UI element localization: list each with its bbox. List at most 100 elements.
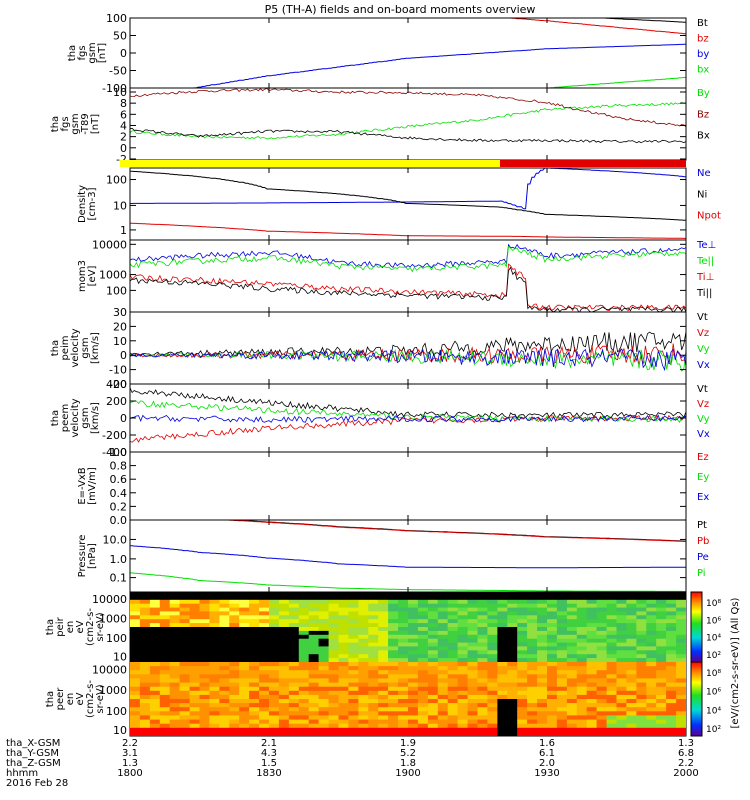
ytick-p7: 0.6 (110, 473, 128, 486)
frame-p4 (129, 239, 687, 313)
ylabel-p10: peer (55, 687, 66, 711)
ephem-value: 2000 (673, 768, 698, 779)
state-bar-red (500, 160, 686, 167)
ylabel-p10: sr-eV) (95, 684, 106, 713)
legend-p4-2: Ti⊥ (696, 272, 714, 283)
ylabel-p9: (cm2-s- (85, 608, 96, 646)
series-p2-0 (130, 101, 686, 140)
ytick-p2: 8 (120, 97, 127, 110)
legend-p1-1: bz (697, 34, 709, 45)
legend-p8-0: Pt (697, 520, 707, 531)
ytick-p2: 0 (120, 142, 127, 155)
legend-p4-0: Te⊥ (696, 240, 716, 251)
ytick-p5: 30 (113, 306, 127, 319)
ylabel-p9: en (65, 621, 76, 634)
legend-p1-0: Bt (697, 18, 708, 29)
series-p4-1 (130, 245, 686, 273)
ylabel-p10: tha (45, 691, 56, 707)
ylabel-p3: Density (77, 185, 88, 223)
ytick-p9: 1000 (99, 613, 127, 626)
ephem-value: 1800 (117, 768, 142, 779)
legend-p6-1: Vz (697, 399, 709, 410)
ylabel-p6: tha (50, 410, 61, 426)
ylabel-p6: peem (60, 404, 71, 432)
legend-p4-1: Te|| (696, 256, 714, 267)
ytick-p7: 0.0 (110, 514, 128, 527)
ytick-p6: -400 (102, 446, 127, 459)
colorbar-tick: 10⁶ (706, 688, 721, 698)
ytick-p7: 0.2 (110, 500, 128, 513)
ephem-label-4: 2016 Feb 28 (6, 778, 68, 789)
ytick-p1: 0 (120, 47, 127, 60)
legend-p2-2: Bx (697, 131, 710, 142)
series-p2-1 (130, 88, 686, 128)
legend-p3-0: Ne (697, 168, 711, 179)
legend-p3-2: Npot (697, 211, 721, 222)
series-p3-1 (130, 170, 686, 221)
series-p4-3 (130, 266, 686, 312)
ytick-p7: 0.8 (110, 460, 128, 473)
ylabel-p1: [nT] (97, 43, 108, 63)
legend-p7-0: Ez (697, 452, 709, 463)
ylabel-p2: fgs (60, 116, 71, 131)
ylabel-p5: tha (50, 340, 61, 356)
colorbar-1 (690, 661, 703, 737)
series-p5-3 (130, 348, 686, 372)
legend-p6-0: Vt (697, 384, 708, 395)
series-p8-2 (130, 545, 686, 569)
frame-p5 (129, 311, 687, 385)
ytick-p3: 100 (106, 174, 127, 187)
ylabel-p10: eV (75, 692, 86, 705)
colorbar-tick: 10² (706, 651, 721, 661)
ylabel-p2: -T89 (80, 113, 91, 135)
ephem-value: 2.2 (122, 738, 138, 749)
series-p5-2 (130, 349, 686, 372)
ephem-value: 6.1 (539, 748, 555, 759)
colorbar-tick: 10² (706, 725, 721, 735)
legend-p5-2: Vy (697, 344, 710, 355)
ytick-p1: 50 (113, 30, 127, 43)
frame-p7 (129, 451, 687, 521)
ephem-value: 3.1 (122, 748, 138, 759)
panel-p4: 10000 1000 100 mom3 [eV] Te⊥ Te|| Ti⊥ Ti|| (77, 238, 716, 313)
ytick-p6: 0 (120, 412, 127, 425)
series-p6-0 (130, 387, 686, 419)
ylabel-p4: [eV] (87, 266, 98, 287)
legend-p1-3: bx (697, 65, 709, 76)
ytick-p9: 10 (113, 650, 127, 663)
ytick-p3: 10 (113, 199, 127, 212)
series-p6-3 (130, 414, 686, 424)
ephem-value: 6.8 (678, 748, 694, 759)
ylabel-p9: peir (55, 616, 66, 636)
ephem-value: 1930 (534, 768, 559, 779)
colorbar-label: [eV/(cm2-s-sr-eV)] (All Qs) (730, 597, 741, 728)
ytick-p1: 100 (106, 12, 127, 25)
series-p4-2 (130, 263, 686, 312)
ytick-p7: 0.4 (110, 487, 128, 500)
ytick-p10: 10000 (92, 663, 127, 676)
ytick-p7: 1.0 (110, 446, 128, 459)
legend-p8-3: Pi (697, 568, 706, 579)
ephem-value: 2.0 (539, 758, 555, 769)
ephem-label-1: tha_Y-GSM (6, 748, 59, 759)
ytick-p6: 200 (106, 395, 127, 408)
ytick-p10: 100 (106, 705, 127, 718)
ephem-value: 2.1 (261, 738, 277, 749)
spectrogram-p9 (130, 592, 686, 662)
ylabel-p6: [km/s] (90, 402, 101, 434)
ephem-value: 1.3 (122, 758, 138, 769)
ytick-p1: -50 (109, 65, 127, 78)
ytick-p10: 10 (113, 724, 127, 737)
ytick-p5: 0 (120, 349, 127, 362)
legend-p5-0: Vt (697, 312, 708, 323)
legend-p6-2: Vy (697, 414, 710, 425)
ylabel-p2: tha (50, 116, 61, 132)
ytick-p4: 10000 (92, 238, 127, 251)
ephem-value: 2.2 (678, 758, 694, 769)
ylabel-p1: gsm (87, 42, 98, 63)
colorbar-tick: 10⁴ (706, 634, 721, 644)
frame-p2 (129, 87, 687, 161)
colorbar-tick: 10⁶ (706, 616, 721, 626)
panel-p7: 1.00.80.60.40.20.0 E=-VxB [mV/m] Ez Ey Ex (77, 446, 709, 527)
